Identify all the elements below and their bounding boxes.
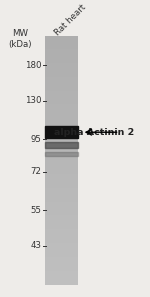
Text: MW: MW [12, 29, 28, 38]
Text: 180: 180 [25, 61, 42, 70]
Text: 95: 95 [31, 135, 42, 143]
Text: Rat heart: Rat heart [53, 3, 88, 38]
Bar [45, 127, 78, 138]
Text: 72: 72 [31, 168, 42, 176]
Text: 55: 55 [31, 206, 42, 215]
Text: (kDa): (kDa) [8, 40, 32, 49]
Bar [45, 152, 78, 156]
Bar [45, 142, 78, 148]
Text: 43: 43 [31, 241, 42, 250]
Text: 130: 130 [25, 96, 42, 105]
Text: alpha Actinin 2: alpha Actinin 2 [54, 128, 134, 137]
